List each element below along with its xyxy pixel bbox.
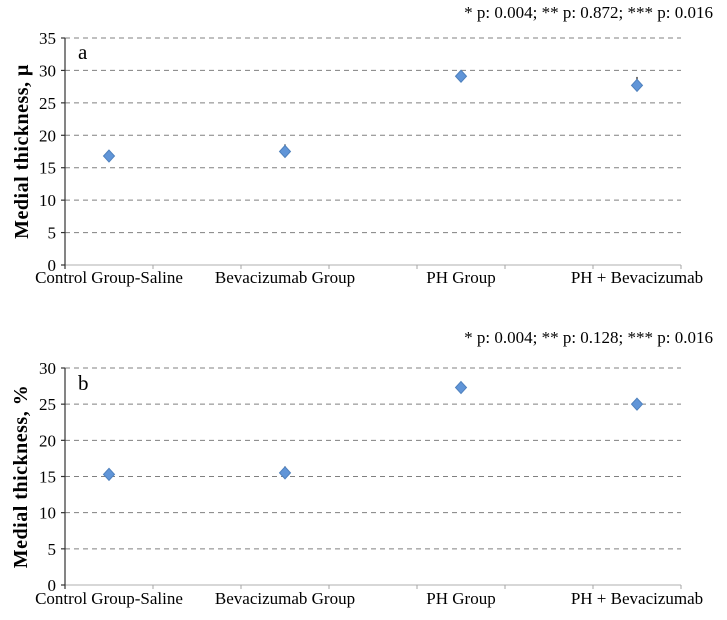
y-tick-label: 25 xyxy=(39,395,56,414)
data-point-marker xyxy=(102,149,116,163)
category-label: Bevacizumab Group xyxy=(215,268,355,287)
category-label: Control Group-Saline xyxy=(35,589,183,608)
y-tick-label: 20 xyxy=(39,431,56,450)
data-point-marker xyxy=(630,78,644,93)
y-tick-label: 35 xyxy=(39,29,56,48)
category-label: PH Group xyxy=(426,589,495,608)
y-tick-label: 10 xyxy=(39,504,56,523)
y-tick-label: 30 xyxy=(39,359,56,378)
chart-a-y-axis-title-box: Medial thickness, μ xyxy=(0,38,44,265)
chart-b-panel-letter: b xyxy=(78,371,89,395)
data-point-marker xyxy=(102,467,116,482)
category-label: Bevacizumab Group xyxy=(215,589,355,608)
chart-b-pvalue-annotation: * p: 0.004; ** p: 0.128; *** p: 0.016 xyxy=(464,328,713,347)
y-tick-label: 0 xyxy=(48,576,57,595)
y-tick-label: 20 xyxy=(39,126,56,145)
y-tick-label: 30 xyxy=(39,61,56,80)
y-tick-label: 25 xyxy=(39,94,56,113)
y-tick-label: 15 xyxy=(39,159,56,178)
chart-a-plot-area: 0 5 10 15 20 25 30 35 Control Group-Saline Bevaci… xyxy=(35,29,703,287)
data-point-marker xyxy=(454,380,468,395)
category-label: Control Group-Saline xyxy=(35,268,183,287)
data-point-marker xyxy=(278,144,292,159)
category-label: PH + Bevacizumab xyxy=(571,268,703,287)
chart-b-y-axis-title-box: Medial thickness, % xyxy=(0,368,44,585)
category-label: PH Group xyxy=(426,268,495,287)
chart-a-pvalue-annotation: * p: 0.004; ** p: 0.872; *** p: 0.016 xyxy=(464,3,713,22)
chart-b-plot-area: 0 5 10 15 20 25 30 Control Group-Saline Bevacizu… xyxy=(35,359,703,608)
y-tick-label: 15 xyxy=(39,468,56,487)
chart-a-panel-letter: a xyxy=(78,40,88,64)
data-point-marker xyxy=(454,69,468,84)
data-point-marker xyxy=(278,466,292,480)
y-tick-label: 5 xyxy=(48,224,57,243)
category-label: PH + Bevacizumab xyxy=(571,589,703,608)
chart-b-y-axis-title: Medial thickness, % xyxy=(10,384,33,569)
data-point-marker xyxy=(630,397,644,411)
y-tick-label: 5 xyxy=(48,540,57,559)
y-tick-label: 10 xyxy=(39,191,56,210)
chart-a-y-axis-title: Medial thickness, μ xyxy=(10,64,33,239)
y-tick-label: 0 xyxy=(48,256,57,275)
